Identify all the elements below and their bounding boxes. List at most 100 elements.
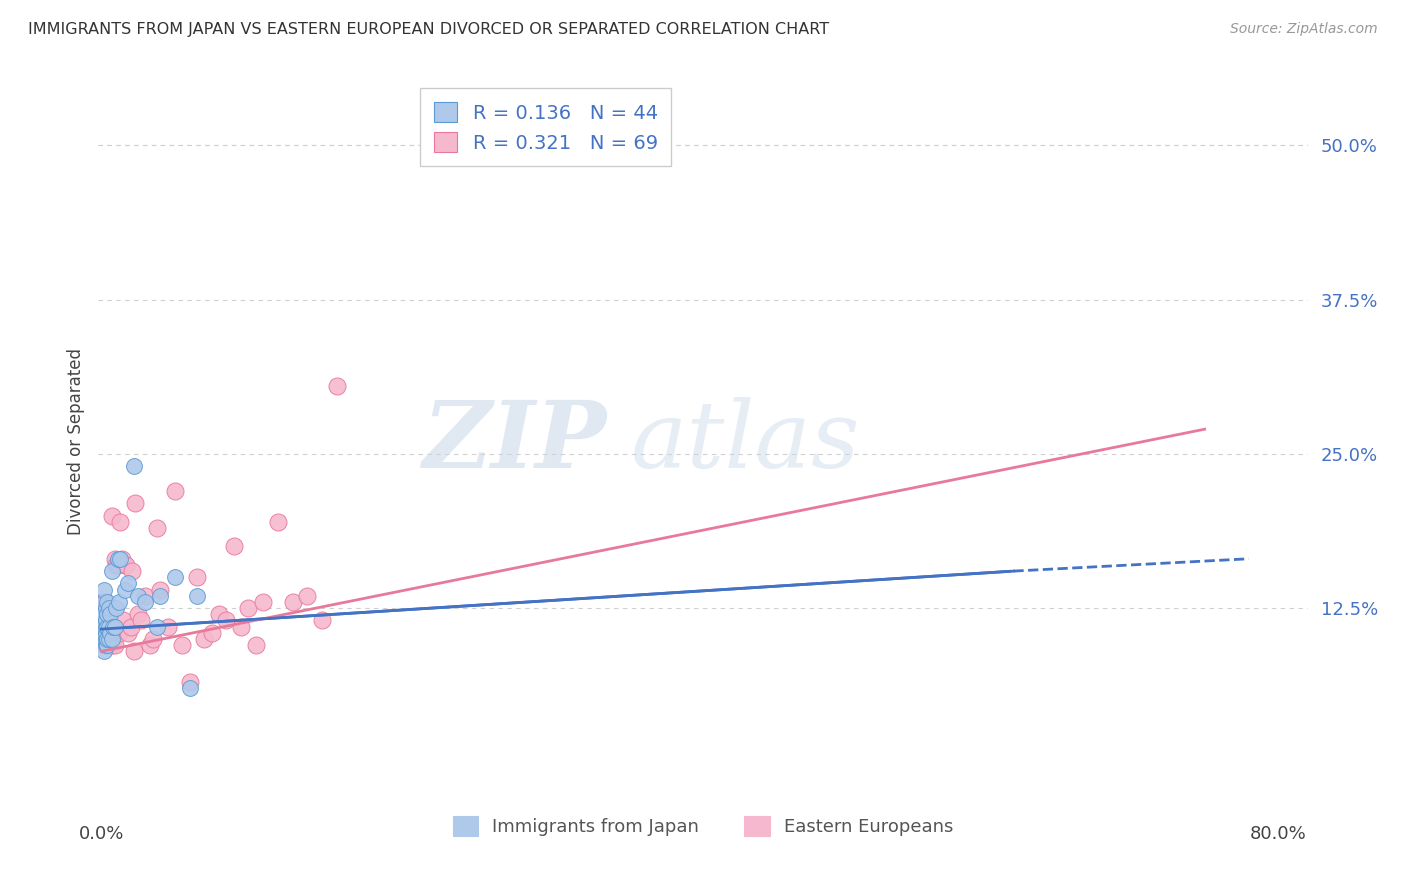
Point [93,619,115,633]
Point [149,589,172,603]
Point [94,632,117,646]
Point [297,589,319,603]
Point [94,619,117,633]
Point [97,619,120,633]
Point [93,607,115,622]
Point [127,589,149,603]
Point [91,619,114,633]
Text: Source: ZipAtlas.com: Source: ZipAtlas.com [1230,22,1378,37]
Point [107,551,129,566]
Point [101,625,124,640]
Point [108,625,131,640]
Point [96,619,118,633]
Point [114,582,136,597]
Point [97,638,120,652]
Point [98,607,121,622]
Point [100,625,122,640]
Point [111,551,134,566]
Point [91,607,114,622]
Point [97,625,120,640]
Point [98,625,121,640]
Point [215,614,238,628]
Point [96,632,118,646]
Point [97,632,120,646]
Point [93,632,115,646]
Point [110,551,132,566]
Point [186,589,208,603]
Point [91,619,114,633]
Point [120,619,142,633]
Point [311,614,333,628]
Point [96,632,118,646]
Point [94,638,117,652]
Point [94,601,117,615]
Point [281,595,304,609]
Point [93,582,115,597]
Point [91,625,114,640]
Point [94,625,117,640]
Point [149,582,172,597]
Point [267,515,290,529]
Point [222,540,245,554]
Point [96,595,118,609]
Point [112,614,135,628]
Point [142,632,165,646]
Point [139,638,162,652]
Point [104,551,127,566]
Point [252,595,274,609]
Point [325,379,347,393]
Point [146,619,169,633]
Point [93,644,115,658]
Point [134,595,156,609]
Point [100,564,122,578]
Point [91,625,114,640]
Point [110,515,132,529]
Point [172,638,194,652]
Text: ZIP: ZIP [422,397,606,486]
Text: IMMIGRANTS FROM JAPAN VS EASTERN EUROPEAN DIVORCED OR SEPARATED CORRELATION CHAR: IMMIGRANTS FROM JAPAN VS EASTERN EUROPEA… [28,22,830,37]
Point [94,595,117,609]
Point [163,570,186,584]
Point [100,638,122,652]
Point [114,558,136,572]
Point [94,614,117,628]
Point [104,619,127,633]
Point [117,576,139,591]
Point [186,570,208,584]
Point [122,644,145,658]
Point [97,632,120,646]
Point [129,614,152,628]
Point [97,601,120,615]
Point [98,638,121,652]
Point [101,619,124,633]
Point [163,483,186,498]
Point [94,625,117,640]
Point [96,638,118,652]
Point [93,607,115,622]
Point [100,508,122,523]
Point [96,638,118,652]
Point [117,625,139,640]
Point [134,589,156,603]
Point [208,607,231,622]
Point [96,619,118,633]
Point [201,625,224,640]
Point [105,601,128,615]
Text: atlas: atlas [630,397,860,486]
Point [96,607,118,622]
Point [91,607,114,622]
Point [146,521,169,535]
Point [91,595,114,609]
Point [121,564,143,578]
Point [93,638,115,652]
Point [127,607,149,622]
Point [108,595,131,609]
Point [104,638,127,652]
Y-axis label: Divorced or Separated: Divorced or Separated [66,348,84,535]
Point [94,638,117,652]
Point [94,632,117,646]
Point [93,625,115,640]
Point [245,638,267,652]
Point [229,619,252,633]
Point [94,619,117,633]
